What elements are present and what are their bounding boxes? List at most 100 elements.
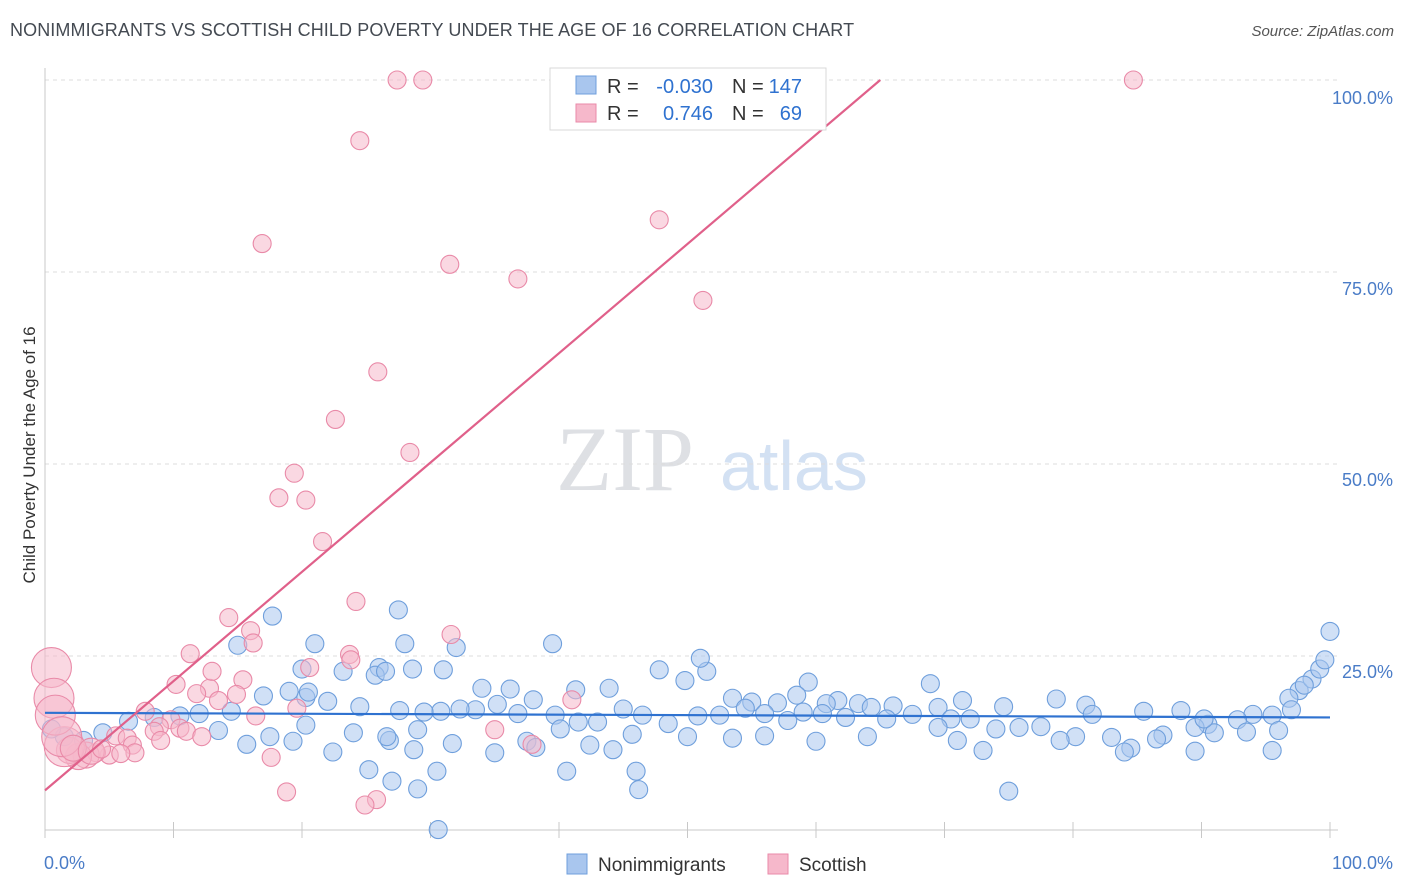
legend-item-scottish-swatch <box>767 853 789 875</box>
nonimmigrants-point <box>433 660 453 680</box>
nonimmigrants-point <box>690 648 710 668</box>
nonimmigrants-point <box>599 678 619 698</box>
nonimmigrants-point <box>722 688 743 708</box>
nonimmigrants-point <box>675 671 695 691</box>
scottish-point <box>341 650 361 670</box>
nonimmigrants-point <box>806 731 826 751</box>
legend-item-nonimmigrants: Nonimmigrants <box>598 855 726 876</box>
scottish-point <box>346 591 366 612</box>
nonimmigrants-point <box>999 781 1019 801</box>
scottish-point <box>562 690 582 710</box>
trend-line-nonimmigrants <box>44 711 1331 719</box>
nonimmigrants-point <box>1146 729 1167 749</box>
nonimmigrants-point <box>359 760 379 780</box>
y-tick-label-75: 75.0% <box>1342 279 1393 299</box>
scottish-point <box>1123 70 1143 90</box>
gridlines <box>45 79 1338 657</box>
nonimmigrants-point <box>427 761 447 781</box>
nonimmigrants-point <box>1294 675 1314 695</box>
scottish-point <box>202 661 222 681</box>
nonimmigrants-point <box>1114 742 1134 762</box>
scottish-point <box>522 734 542 754</box>
nonimmigrants-point <box>260 727 280 747</box>
y-tick-label-25: 25.0% <box>1342 662 1393 682</box>
scottish-point <box>111 743 131 764</box>
nonimmigrants-point <box>1236 722 1257 742</box>
scottish-point <box>693 290 713 310</box>
nonimmigrants-point <box>580 735 600 755</box>
scottish-point <box>325 409 345 430</box>
nonimmigrants-point <box>408 720 428 740</box>
trend-lines <box>44 79 1331 792</box>
nonimmigrants-point <box>414 702 434 722</box>
correlation-legend: R = -0.030 N = 147 R = 0.746 N = 69 <box>549 67 827 131</box>
nonimmigrants-point <box>305 634 325 654</box>
nonimmigrants-point <box>543 634 563 654</box>
nonimmigrants-point <box>587 712 608 732</box>
nonimmigrants-point <box>735 698 755 718</box>
nonimmigrants-point <box>1082 704 1102 724</box>
scottish-point <box>243 633 263 653</box>
nonimmigrants-point <box>1046 689 1066 709</box>
scottish-point <box>252 234 272 254</box>
scottish-point <box>219 608 239 628</box>
nonimmigrants-point <box>1009 717 1029 737</box>
trend-line-scottish <box>44 79 881 792</box>
nonimmigrants-point <box>787 685 807 705</box>
x-axis-ticks <box>44 822 1331 838</box>
nonimmigrants-point <box>472 678 492 698</box>
nonimmigrants-point <box>986 719 1006 739</box>
scottish-point <box>269 488 289 508</box>
watermark: ZIP atlas <box>556 408 868 510</box>
legend-r-label-2: R = <box>607 103 639 125</box>
y-tick-labels: 100.0% 75.0% 50.0% 25.0% <box>1332 88 1393 682</box>
legend-n-value-1: 147 <box>769 76 802 98</box>
nonimmigrants-point <box>626 761 646 781</box>
nonimmigrants-point <box>1185 741 1205 761</box>
nonimmigrants-point <box>283 731 303 751</box>
series-scottish <box>30 70 1143 815</box>
scottish-point <box>187 684 207 704</box>
nonimmigrants-point <box>973 740 993 761</box>
scottish-point <box>180 644 200 664</box>
nonimmigrants-point <box>722 728 743 748</box>
nonimmigrants-point <box>877 709 897 729</box>
nonimmigrants-point <box>382 771 402 791</box>
scottish-point <box>400 442 420 463</box>
nonimmigrants-point <box>390 700 410 721</box>
nonimmigrants-point <box>947 730 967 751</box>
nonimmigrants-point <box>395 634 415 654</box>
nonimmigrants-point <box>408 779 428 799</box>
nonimmigrants-point <box>960 709 980 729</box>
nonimmigrants-point <box>485 743 505 763</box>
nonimmigrants-point <box>629 780 649 800</box>
nonimmigrants-point <box>523 690 543 710</box>
nonimmigrants-point <box>649 660 669 680</box>
legend-item-scottish: Scottish <box>799 855 867 876</box>
nonimmigrants-point <box>1262 740 1282 761</box>
nonimmigrants-point <box>431 701 451 721</box>
scottish-point <box>508 269 528 289</box>
series-nonimmigrants <box>41 600 1340 840</box>
legend-item-nonimmigrants-swatch <box>566 853 588 875</box>
nonimmigrants-point <box>677 727 698 747</box>
nonimmigrants-point <box>298 682 318 702</box>
chart-title: NONIMMIGRANTS VS SCOTTISH CHILD POVERTY … <box>10 20 855 40</box>
nonimmigrants-point <box>1320 621 1340 641</box>
nonimmigrants-point <box>323 742 343 762</box>
y-tick-label-100: 100.0% <box>1332 88 1393 108</box>
nonimmigrants-point <box>1269 720 1289 741</box>
x-tick-label-100: 100.0% <box>1332 853 1393 873</box>
nonimmigrants-point <box>1050 730 1070 751</box>
scottish-point <box>413 70 433 90</box>
nonimmigrants-point <box>237 734 257 754</box>
nonimmigrants-point <box>836 707 856 727</box>
nonimmigrants-point <box>253 686 274 706</box>
nonimmigrants-point <box>1315 650 1335 670</box>
nonimmigrants-point <box>1031 717 1051 737</box>
y-axis-label: Child Poverty Under the Age of 16 <box>20 326 39 583</box>
nonimmigrants-point <box>952 690 973 711</box>
scottish-point <box>151 730 171 751</box>
scottish-point <box>284 463 304 483</box>
